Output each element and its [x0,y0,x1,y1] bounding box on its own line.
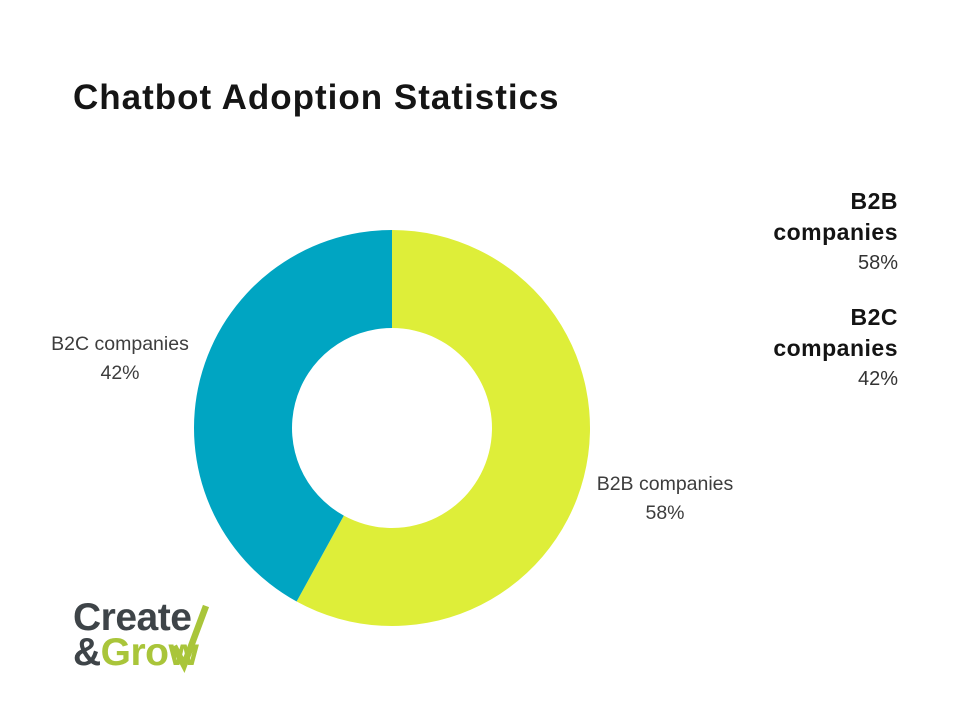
legend-entry-b2b: B2B companies 58% [748,186,898,278]
slice-callout-b2c-label: B2C companies [51,333,189,355]
logo-line-1: Create [73,598,198,637]
legend-entry-b2c-value: 42% [857,368,898,390]
growth-arrow-icon [171,604,210,673]
page-title: Chatbot Adoption Statistics [73,78,560,117]
donut-slice-b2b-companies [296,230,590,626]
legend-entry-b2b-value: 58% [857,252,898,274]
slice-callout-b2c: B2C companies 42% [20,330,220,388]
legend-entry-b2c: B2C companies 42% [748,302,898,394]
slice-callout-b2b-value: 58% [645,502,685,524]
legend-entry-b2b-label: B2B companies [773,188,898,245]
donut-slice-b2c-companies [193,230,392,602]
logo-word-create: Create [73,596,192,639]
chart-legend: B2B companies 58% B2C companies 42% [748,186,898,418]
slice-callout-b2c-value: 42% [100,362,140,384]
slice-callout-b2b: B2B companies 58% [565,470,765,528]
logo-ampersand: & [73,631,101,674]
slice-callout-b2b-label: B2B companies [596,473,734,495]
legend-entry-b2c-label: B2C companies [773,304,898,361]
